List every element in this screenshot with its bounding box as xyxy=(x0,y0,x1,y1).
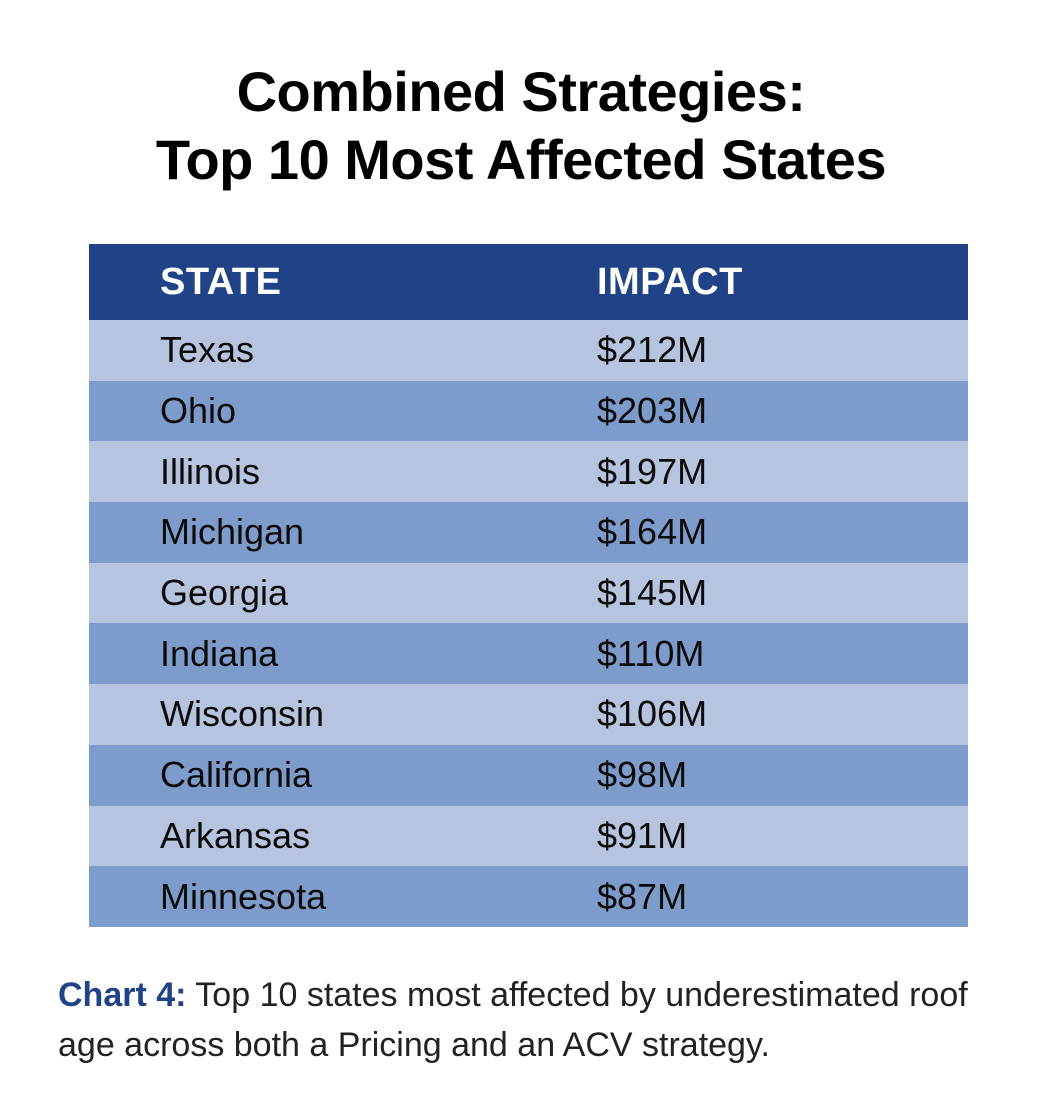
state-cell: Texas xyxy=(160,329,255,371)
caption-text: Top 10 states most affected by underesti… xyxy=(58,976,968,1064)
state-cell: Michigan xyxy=(160,511,305,553)
table-header-row: STATE IMPACT xyxy=(89,244,968,320)
table-row: Arkansas $91M xyxy=(89,805,968,867)
column-header-state: STATE xyxy=(160,260,282,303)
table-row: Michigan $164M xyxy=(89,502,968,563)
state-cell: Arkansas xyxy=(160,814,311,856)
impact-cell: $91M xyxy=(597,814,688,856)
chart-title-line-1: Combined Strategies: xyxy=(236,60,806,123)
state-cell: Georgia xyxy=(160,572,289,614)
chart-caption: Chart 4: Top 10 states most affected by … xyxy=(58,970,1008,1070)
state-cell: Illinois xyxy=(160,450,261,492)
impact-cell: $164M xyxy=(597,511,708,553)
chart-title: Combined Strategies: Top 10 Most Affecte… xyxy=(0,58,1042,194)
state-cell: Wisconsin xyxy=(160,693,325,735)
impact-cell: $197M xyxy=(597,450,708,492)
table-row: Wisconsin $106M xyxy=(89,684,968,745)
impact-cell: $203M xyxy=(597,390,708,432)
impact-table: STATE IMPACT Texas $212M Ohio $203M Illinois… xyxy=(89,244,968,927)
state-cell: Indiana xyxy=(160,632,279,674)
impact-cell: $87M xyxy=(597,875,688,917)
table-row: Georgia $145M xyxy=(89,562,968,624)
state-cell: Minnesota xyxy=(160,875,327,917)
chart-title-line-2: Top 10 Most Affected States xyxy=(155,128,887,191)
column-header-impact: IMPACT xyxy=(597,260,743,303)
state-cell: Ohio xyxy=(160,390,237,432)
state-cell: California xyxy=(160,754,313,796)
table-row: Indiana $110M xyxy=(89,623,968,685)
impact-cell: $212M xyxy=(597,329,708,371)
table-body: Texas $212M Ohio $203M Illinois $197M Michigan… xyxy=(89,320,968,927)
impact-cell: $106M xyxy=(597,693,708,735)
table-row: Ohio $203M xyxy=(89,380,968,442)
impact-cell: $98M xyxy=(597,754,688,796)
impact-cell: $145M xyxy=(597,572,708,614)
impact-cell: $110M xyxy=(597,632,705,674)
table-row: Minnesota $87M xyxy=(89,866,968,927)
table-row: Illinois $197M xyxy=(89,441,968,503)
table-row: Texas $212M xyxy=(89,320,968,381)
caption-lead: Chart 4: xyxy=(58,976,187,1014)
table-row: California $98M xyxy=(89,744,968,806)
